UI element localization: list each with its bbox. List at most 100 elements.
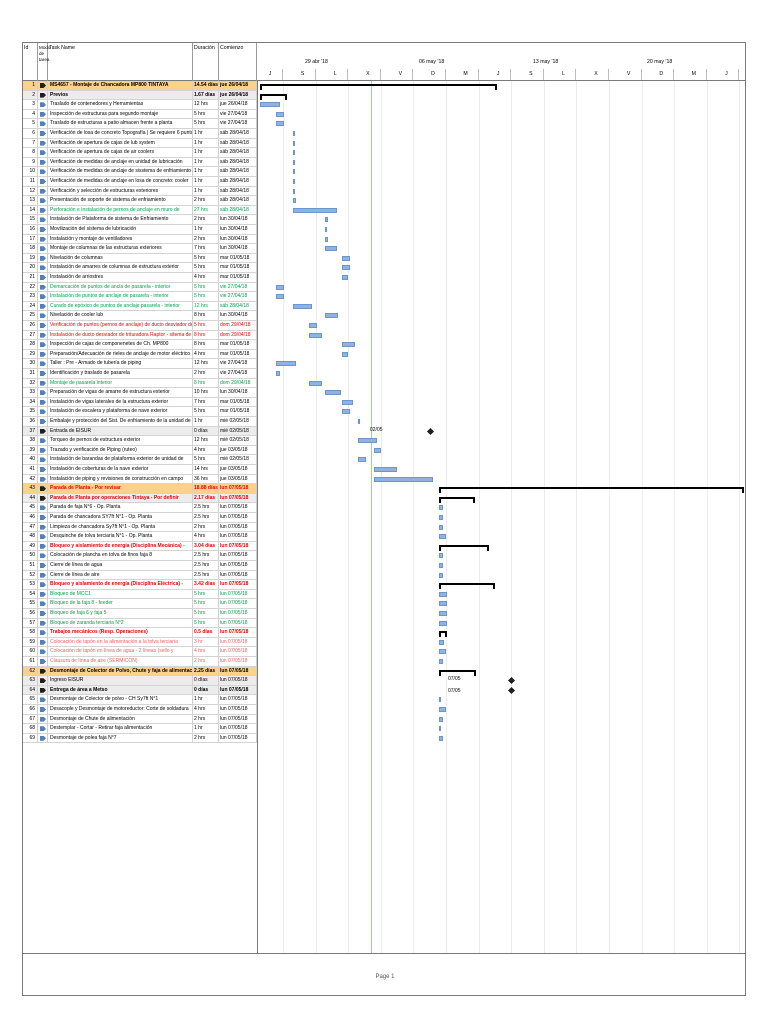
task-row[interactable]: 45 Parada de faja N°6 - Op. Planta 2.5 hrs… <box>23 503 257 513</box>
summary-bar[interactable] <box>439 496 476 503</box>
task-row[interactable]: 64 Entrega de área a Metso 0 días lun 07/05… <box>23 685 257 696</box>
task-row[interactable]: 50 Colocación de plancha en tolva de fino… <box>23 551 257 561</box>
task-row[interactable]: 61 Clausura de línea de aire (SERMICON) 2 … <box>23 657 257 667</box>
task-bar[interactable] <box>439 515 444 520</box>
task-bar[interactable] <box>325 217 329 223</box>
task-bar[interactable] <box>308 323 318 328</box>
task-bar[interactable] <box>308 380 322 386</box>
task-bar[interactable] <box>357 457 366 463</box>
task-bar[interactable] <box>439 524 443 530</box>
task-row[interactable]: 58 Trabajos mecánicos (Resp. Operaciones)… <box>23 628 257 638</box>
task-row[interactable]: 36 Embalaje y protección del Sist. De enf… <box>23 417 257 427</box>
task-row[interactable]: 14 Perforación e Instalación de pernos de… <box>23 205 257 216</box>
task-row[interactable]: 37 Entrada de EISUR 0 días mié 02/05/18 <box>23 426 257 437</box>
task-row[interactable]: 19 Nivelación de columnas 5 hrs mar 01/05/1… <box>23 253 257 264</box>
task-row[interactable]: 42 Instalación de piping y revisiones de … <box>23 474 257 485</box>
summary-bar[interactable] <box>260 93 288 100</box>
task-bar[interactable] <box>439 639 445 645</box>
task-row[interactable]: 66 Desacople y Desmontaje de motoreductor… <box>23 705 257 715</box>
summary-bar[interactable] <box>439 487 744 494</box>
task-row[interactable]: 53 Bloqueo y aislamiento de energía (Disc… <box>23 580 257 590</box>
task-row[interactable]: 51 Cierre de línea de agua 2.5 hrs lun 07/0… <box>23 561 257 571</box>
task-row[interactable]: 41 Instalación de coberturas de la nave e… <box>23 465 257 475</box>
task-bar[interactable] <box>357 419 360 424</box>
milestone-marker[interactable] <box>508 677 516 685</box>
task-row[interactable]: 1 MS4657 - Montaje de Chancadora MP800 TI… <box>23 81 257 91</box>
task-row[interactable]: 13 Presentación de soporte de sistema de … <box>23 196 257 206</box>
col-header-id[interactable]: Id <box>23 43 38 81</box>
col-header-mode[interactable]: Modo de tarea <box>38 43 51 81</box>
task-row[interactable]: 8 Verificación de apertura de cajas de ai… <box>23 148 257 158</box>
task-row[interactable]: 68 Destemplar - Cortar - Retirar faja ali… <box>23 724 257 734</box>
task-bar[interactable] <box>292 159 295 165</box>
task-row[interactable]: 69 Desmontaje de polea faja N°7 2 hrs lun 0… <box>23 733 257 744</box>
task-row[interactable]: 49 Bloqueo y aislamiento de energía (Disc… <box>23 541 257 552</box>
task-bar[interactable] <box>308 332 322 338</box>
task-bar[interactable] <box>439 649 446 655</box>
task-row[interactable]: 12 Verificación y selección de estructura… <box>23 186 257 197</box>
task-bar[interactable] <box>276 121 285 127</box>
task-row[interactable]: 46 Parada de chancadora SY7ft N°1 - Op. P… <box>23 513 257 523</box>
task-bar[interactable] <box>292 188 295 194</box>
task-row[interactable]: 60 Colocación de tapón en línea de agua -… <box>23 647 257 657</box>
task-row[interactable]: 54 Bloqueo de MCC1 5 hrs lun 07/05/18 <box>23 589 257 600</box>
task-bar[interactable] <box>374 447 381 453</box>
milestone-marker[interactable] <box>426 427 434 435</box>
task-bar[interactable] <box>374 476 433 482</box>
task-bar[interactable] <box>439 553 444 559</box>
task-bar[interactable] <box>276 294 285 300</box>
task-bar[interactable] <box>374 467 397 472</box>
task-row[interactable]: 38 Torqueo de pernos de estructura exteri… <box>23 436 257 446</box>
task-bar[interactable] <box>341 351 349 357</box>
task-row[interactable]: 48 Desquinche de tolva terciaria N°1 - Op… <box>23 532 257 542</box>
task-row[interactable]: 23 Instalación de puntos de anclaje de pa… <box>23 292 257 302</box>
task-row[interactable]: 40 Instalación de barandas de plataforma … <box>23 455 257 465</box>
task-bar[interactable] <box>439 601 448 607</box>
task-bar[interactable] <box>439 735 443 741</box>
task-row[interactable]: 26 Verificación de puntos (pernos de ancl… <box>23 321 257 331</box>
task-bar[interactable] <box>276 111 285 117</box>
task-row[interactable]: 35 Instalación de escalera y plataforma d… <box>23 407 257 417</box>
task-bar[interactable] <box>439 591 448 597</box>
task-bar[interactable] <box>439 659 443 664</box>
task-row[interactable]: 63 Ingreso EISUR 0 días lun 07/05/18 <box>23 676 257 686</box>
task-row[interactable]: 47 Limpieza de chancadora Sy7ft N°1 - Op.… <box>23 522 257 533</box>
task-row[interactable]: 3 Traslado de contenedores y Herramientas… <box>23 100 257 110</box>
task-row[interactable]: 28 Inspección de cajas de componenetes de… <box>23 340 257 350</box>
task-row[interactable]: 21 Instalación de arriostres 4 hrs mar 01/0… <box>23 273 257 283</box>
task-row[interactable]: 31 Identificación y traslado de pasarela 2… <box>23 369 257 379</box>
task-row[interactable]: 2 Previos 1.67 días jue 26/04/18 <box>23 90 257 101</box>
task-bar[interactable] <box>439 572 444 578</box>
task-row[interactable]: 62 Desmontaje de Colector de Polvo, Chute… <box>23 666 257 677</box>
task-bar[interactable] <box>341 265 350 271</box>
task-row[interactable]: 24 Curado de epóxico de puntos de anclaje… <box>23 301 257 312</box>
task-row[interactable]: 11 Verificación de medidas de anclaje en … <box>23 177 257 187</box>
task-bar[interactable] <box>276 284 285 290</box>
task-bar[interactable] <box>292 207 337 213</box>
task-bar[interactable] <box>341 255 350 261</box>
task-bar[interactable] <box>439 505 444 511</box>
task-row[interactable]: 9 Verificación de medidas de anclaje en u… <box>23 157 257 168</box>
task-bar[interactable] <box>341 342 355 348</box>
task-row[interactable]: 33 Preparación de vigas de amarre de estr… <box>23 388 257 398</box>
task-bar[interactable] <box>341 409 350 415</box>
task-row[interactable]: 6 Verificación de losa de concreto Topogr… <box>23 129 257 139</box>
task-row[interactable]: 34 Instalación de vigas laterales de la e… <box>23 397 257 408</box>
summary-bar[interactable] <box>260 84 497 90</box>
col-header-start[interactable]: Comienzo <box>219 43 257 81</box>
task-bar[interactable] <box>439 620 448 626</box>
task-row[interactable]: 59 Colocación de tapón en la alimentación… <box>23 637 257 648</box>
task-bar[interactable] <box>292 303 313 309</box>
task-row[interactable]: 25 Nivelación de cooler lub 8 hrs lun 30/04… <box>23 311 257 321</box>
task-bar[interactable] <box>292 198 296 204</box>
task-row[interactable]: 22 Demarcación de puntos de ancla de pasa… <box>23 282 257 293</box>
task-bar[interactable] <box>439 716 443 722</box>
col-header-task-name[interactable]: Task Name <box>48 43 193 81</box>
task-bar[interactable] <box>325 227 328 232</box>
task-bar[interactable] <box>292 169 295 175</box>
task-bar[interactable] <box>325 246 337 252</box>
summary-bar[interactable] <box>439 583 496 590</box>
task-row[interactable]: 32 Montaje de pasarela interior 8 hrs dom 2… <box>23 378 257 389</box>
task-bar[interactable] <box>276 371 280 376</box>
